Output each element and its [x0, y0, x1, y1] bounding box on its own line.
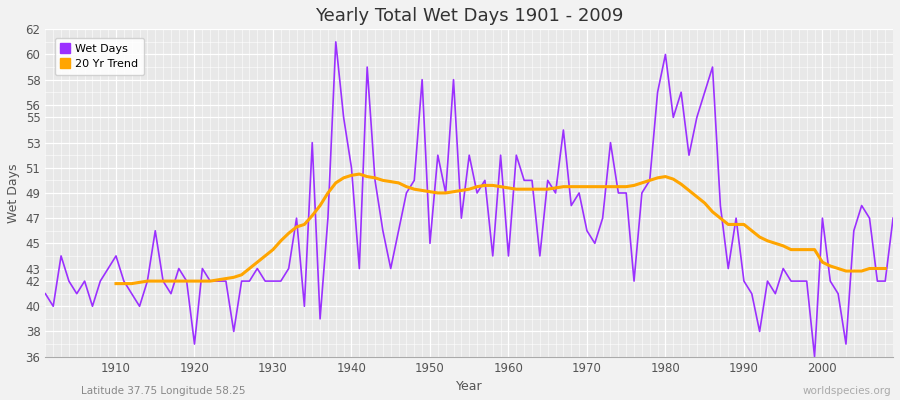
Legend: Wet Days, 20 Yr Trend: Wet Days, 20 Yr Trend	[55, 38, 144, 75]
Title: Yearly Total Wet Days 1901 - 2009: Yearly Total Wet Days 1901 - 2009	[315, 7, 624, 25]
Text: worldspecies.org: worldspecies.org	[803, 386, 891, 396]
Text: Latitude 37.75 Longitude 58.25: Latitude 37.75 Longitude 58.25	[81, 386, 246, 396]
X-axis label: Year: Year	[456, 380, 482, 393]
Y-axis label: Wet Days: Wet Days	[7, 163, 20, 223]
